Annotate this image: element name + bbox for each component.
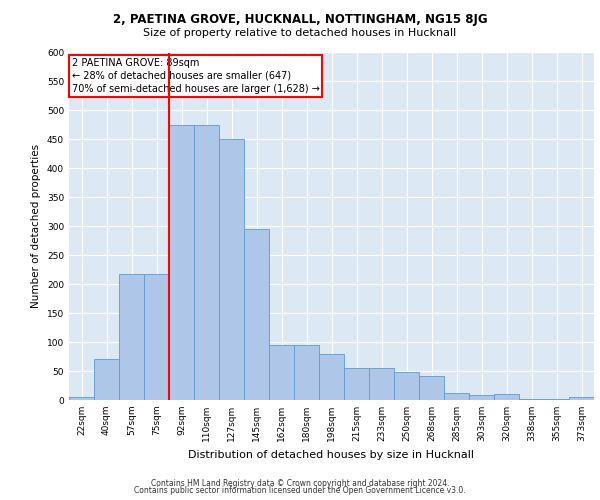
Bar	[444, 393, 469, 400]
Bar	[569, 397, 594, 400]
Bar	[194, 125, 219, 400]
Bar	[469, 396, 494, 400]
Bar	[219, 140, 244, 400]
Bar	[294, 345, 319, 400]
Bar	[269, 345, 294, 400]
Bar	[69, 397, 94, 400]
X-axis label: Distribution of detached houses by size in Hucknall: Distribution of detached houses by size …	[188, 450, 475, 460]
Bar	[319, 354, 344, 400]
Text: 2, PAETINA GROVE, HUCKNALL, NOTTINGHAM, NG15 8JG: 2, PAETINA GROVE, HUCKNALL, NOTTINGHAM, …	[113, 12, 487, 26]
Text: Size of property relative to detached houses in Hucknall: Size of property relative to detached ho…	[143, 28, 457, 38]
Bar	[494, 394, 519, 400]
Bar	[544, 399, 569, 400]
Bar	[169, 125, 194, 400]
Bar	[369, 368, 394, 400]
Bar	[119, 274, 144, 400]
Text: Contains public sector information licensed under the Open Government Licence v3: Contains public sector information licen…	[134, 486, 466, 495]
Y-axis label: Number of detached properties: Number of detached properties	[31, 144, 41, 308]
Bar	[344, 368, 369, 400]
Bar	[144, 274, 169, 400]
Bar	[94, 360, 119, 400]
Text: 2 PAETINA GROVE: 89sqm
← 28% of detached houses are smaller (647)
70% of semi-de: 2 PAETINA GROVE: 89sqm ← 28% of detached…	[71, 58, 320, 94]
Bar	[419, 376, 444, 400]
Bar	[244, 229, 269, 400]
Bar	[394, 372, 419, 400]
Text: Contains HM Land Registry data © Crown copyright and database right 2024.: Contains HM Land Registry data © Crown c…	[151, 478, 449, 488]
Bar	[519, 399, 544, 400]
